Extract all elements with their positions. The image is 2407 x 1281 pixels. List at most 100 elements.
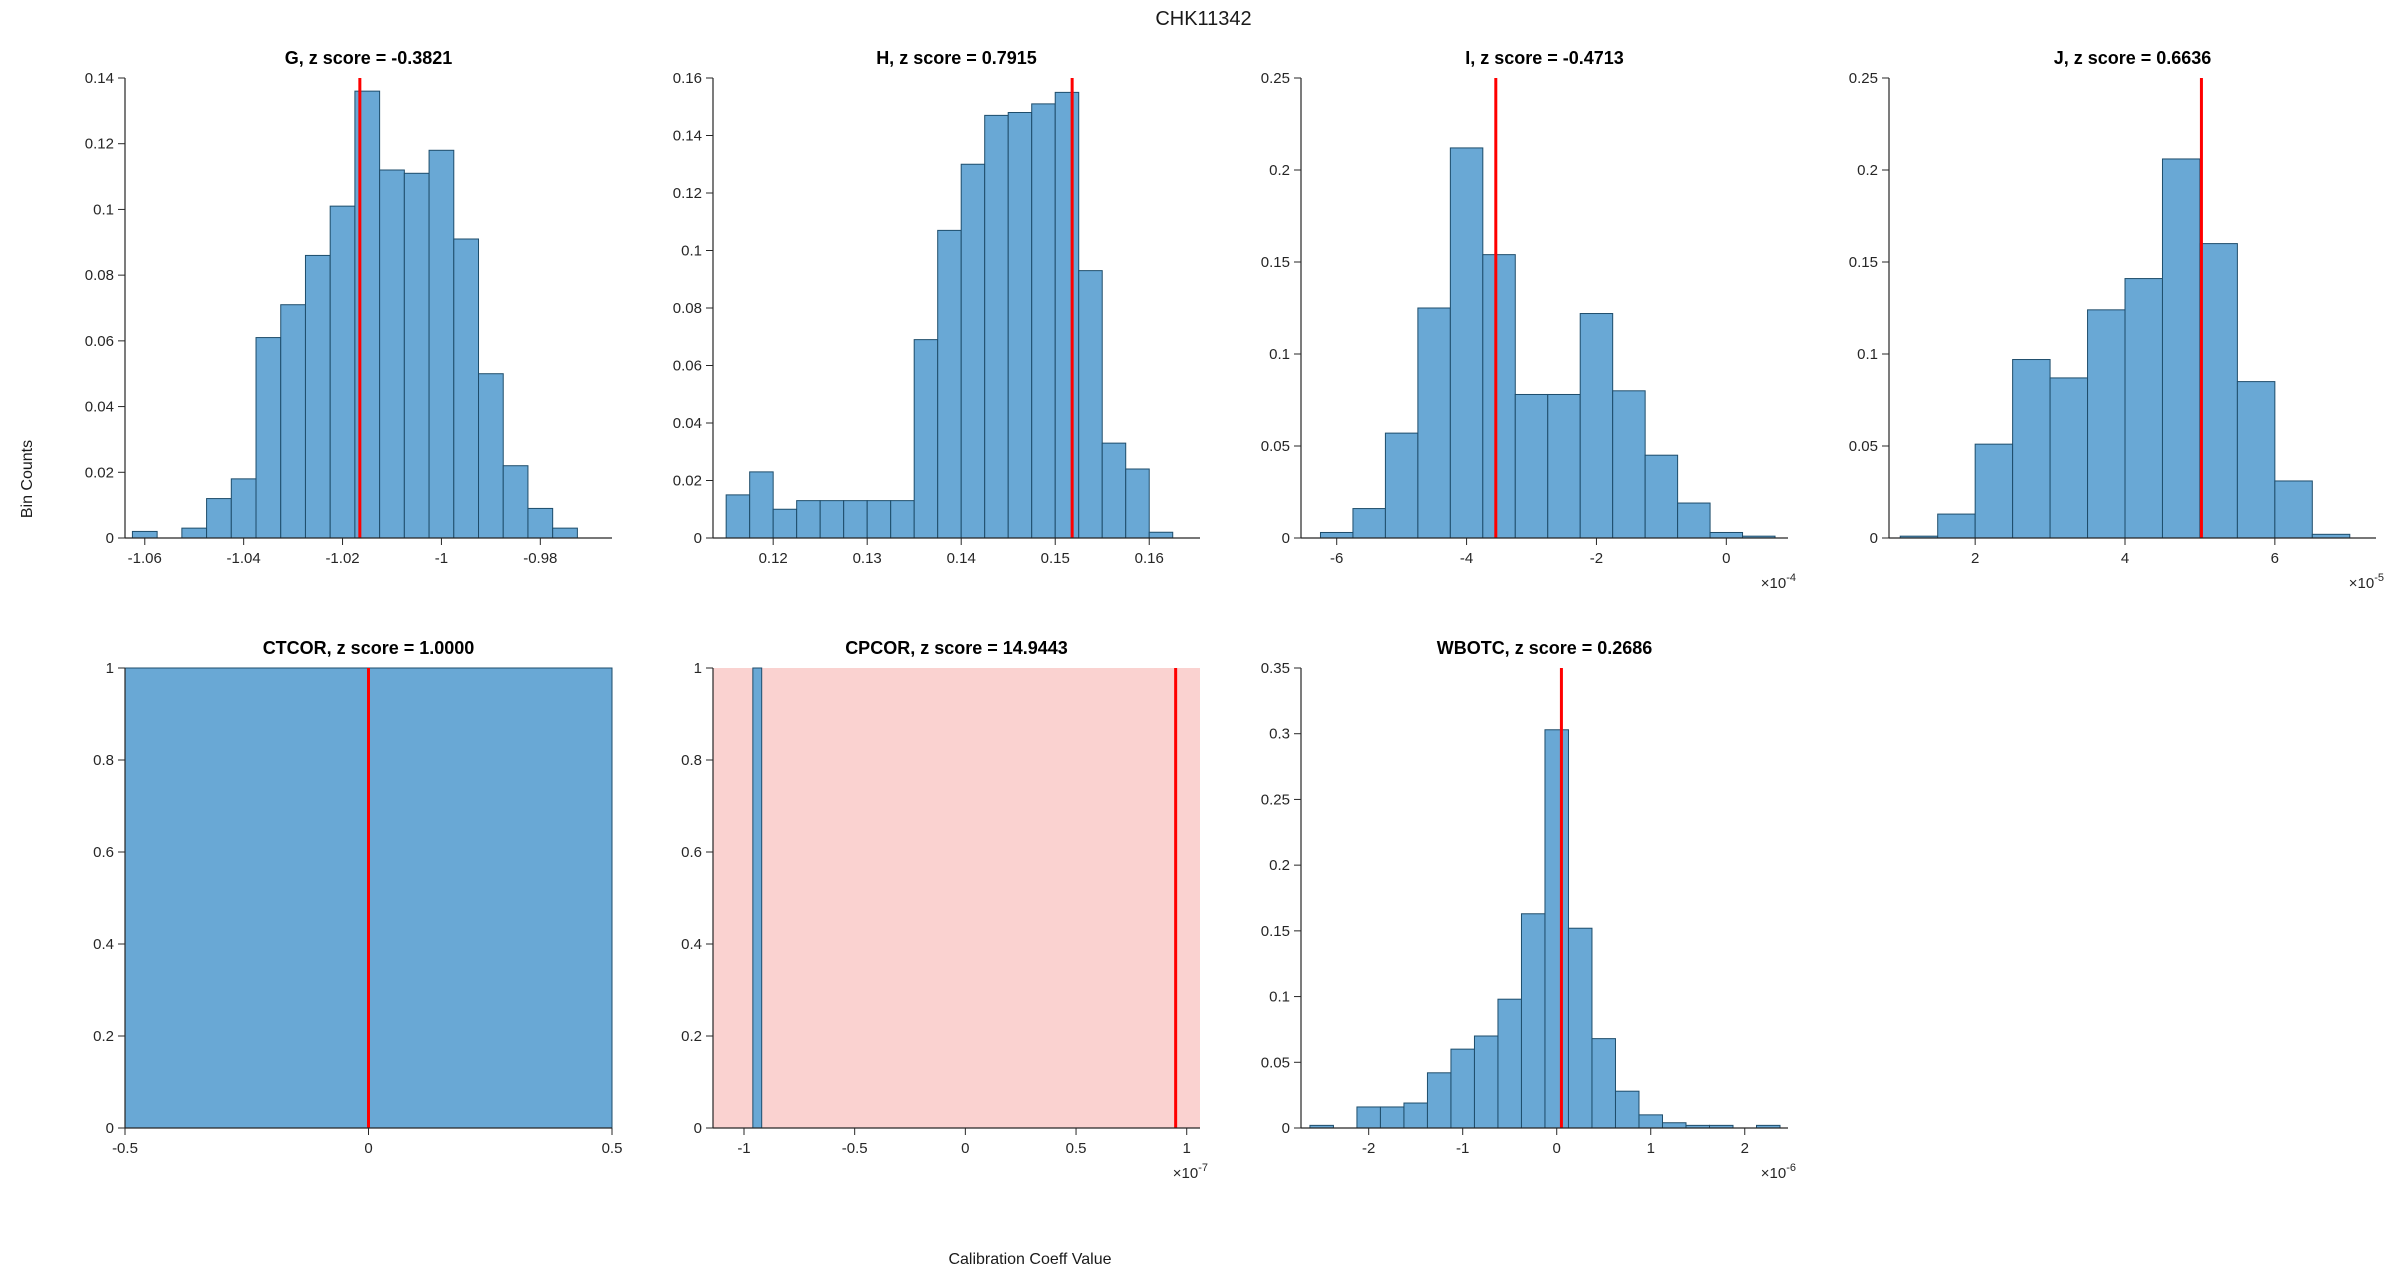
subplot-j: 2 4 6 0 0.05 0.1 0.15 0.2 0.25 ×10-5 J, z score = … [1849,48,2384,592]
histogram-bar [1644,454,1679,539]
axes-spines [1300,78,1788,539]
y-tick-label: 0.06 [673,358,702,375]
histogram-bar [428,149,455,539]
y-tick-label: 0.1 [1269,989,1290,1006]
histogram-bars [725,91,1174,539]
subplot-cell-i: -6 -4 -2 0 0 0.05 0.1 0.15 0.2 0.25 ×10-4 I, z scor… [1231,40,1819,630]
histogram-bar [2199,243,2238,539]
histogram-bar [1148,531,1174,539]
y-tick-label: 0.6 [681,844,702,861]
histogram-bars [752,667,763,1129]
x-tick-label: 0 [1553,1140,1561,1157]
x-tick-label: 2 [1741,1140,1749,1157]
y-tick-label: 0.05 [1261,438,1290,455]
x-tick-label: -4 [1460,550,1473,567]
histogram-bar [960,163,986,539]
y-tick-label: 0.14 [85,70,114,87]
x-tick-label: -1 [1456,1140,1469,1157]
histogram-bar [1319,531,1354,539]
histogram-bar [478,373,504,539]
tick-labels: -0.5 0 0.5 0 0.2 0.4 0.6 0.8 1 [93,660,622,1157]
subplot-g: -1.06 -1.04 -1.02 -1 -0.98 0 0.02 0.04 0.06 0.08 0… [85,48,612,567]
histogram-bar [329,205,356,539]
histogram-bar [502,465,529,539]
y-tick-label: 0.04 [85,399,114,416]
subplot-title: J, z score = 0.6636 [2054,48,2212,68]
x-axis-label: Calibration Coeff Value [948,1251,1112,1268]
histogram-bar [749,471,774,539]
y-tick-label: 0 [694,1120,702,1137]
histogram-bar [1497,998,1522,1129]
y-tick-label: 0.2 [1269,162,1290,179]
empty-cell [1819,630,2407,1220]
subplot-wbotc: -2 -1 0 1 2 0 0.05 0.1 0.15 0.2 0.25 0.3 0.35 ×10-6 WB… [1261,638,1796,1182]
y-tick-label: 0.1 [93,201,114,218]
subplot-title: I, z score = -0.4713 [1465,48,1624,68]
histogram-bar [937,229,962,539]
x-tick-label: -0.5 [112,1140,138,1157]
x-tick-label: -1.06 [128,550,162,567]
histogram-bar [181,527,208,539]
histogram-bar [304,254,331,539]
y-tick-label: 0.1 [1857,346,1878,363]
y-tick-label: 0.08 [673,300,702,317]
axis-ticks [706,667,1188,1135]
tick-labels: -6 -4 -2 0 0 0.05 0.1 0.15 0.2 0.25 [1261,70,1731,567]
histogram-bar [1473,1035,1499,1129]
histogram-bar [453,238,480,539]
x-tick-label: 6 [2271,550,2279,567]
histogram-bar [1078,270,1103,539]
y-tick-label: 0.02 [85,464,114,481]
y-tick-label: 0 [1282,530,1290,547]
x-tick-label: 0 [961,1140,969,1157]
histogram-bar [752,667,763,1129]
y-tick-label: 0.25 [1261,70,1290,87]
subplot-i: -6 -4 -2 0 0 0.05 0.1 0.15 0.2 0.25 ×10-4 I, z scor… [1261,48,1796,592]
tick-labels: -1.06 -1.04 -1.02 -1 -0.98 0 0.02 0.04 0.06 0.08 0… [85,70,558,567]
histogram-bar [1352,508,1386,539]
x-tick-label: -1.02 [325,550,359,567]
histogram-bar [1379,1106,1405,1129]
axis-exponent-label: ×10-4 [1761,572,1796,592]
histogram-bar [1661,1122,1687,1129]
y-tick-label: 0.16 [673,70,702,87]
histogram-bar [2087,309,2126,539]
x-tick-label: -1 [435,550,448,567]
x-tick-label: 0.16 [1135,550,1164,567]
x-tick-label: 0.5 [1066,1140,1087,1157]
histogram-bar [1579,313,1614,539]
subplot-cell-cpcor: -1 -0.5 0 0.5 1 0 0.2 0.4 0.6 0.8 1 ×10-7 CPCOR, z s… [643,630,1231,1220]
histogram-bars [131,90,578,539]
x-tick-label: 2 [1971,550,1979,567]
histogram-bar [527,507,554,539]
histogram-bar [1426,1072,1452,1129]
histogram-bar [890,500,915,539]
x-tick-label: 0.13 [853,550,882,567]
histogram-bar [984,114,1009,539]
histogram-bar [1356,1106,1381,1129]
y-tick-label: 0.8 [93,752,114,769]
subplot-cell-wbotc: -2 -1 0 1 2 0 0.05 0.1 0.15 0.2 0.25 0.3 0.35 ×10-6 WB… [1231,630,1819,1220]
histogram-bar [255,337,282,539]
histogram-bar [1547,393,1581,539]
x-tick-label: 0.15 [1041,550,1070,567]
histogram-bar [280,304,306,539]
y-tick-label: 0.15 [1261,923,1290,940]
y-tick-label: 0.1 [1269,346,1290,363]
y-tick-label: 0.35 [1261,660,1290,677]
histogram-bar [1417,307,1451,539]
histogram-bar [1709,531,1744,539]
histogram-bars [1309,729,1781,1129]
subplot-cell-g: -1.06 -1.04 -1.02 -1 -0.98 0 0.02 0.04 0.06 0.08 0… [55,40,643,630]
tick-labels: 0.12 0.13 0.14 0.15 0.16 0 0.02 0.04 0.06 0.08 0.1… [673,70,1164,567]
subplot-cell-ctcor: -0.5 0 0.5 0 0.2 0.4 0.6 0.8 1 CTCOR, z score = 1… [55,630,643,1220]
histogram-bar [866,500,892,539]
x-tick-label: 0.14 [947,550,976,567]
x-tick-label: -6 [1330,550,1343,567]
y-tick-label: 0 [106,530,114,547]
histogram-bar [1567,927,1593,1129]
histogram-bar [843,500,868,539]
y-tick-label: 0.6 [93,844,114,861]
histogram-bar [552,527,578,539]
histogram-bar [1101,442,1127,539]
